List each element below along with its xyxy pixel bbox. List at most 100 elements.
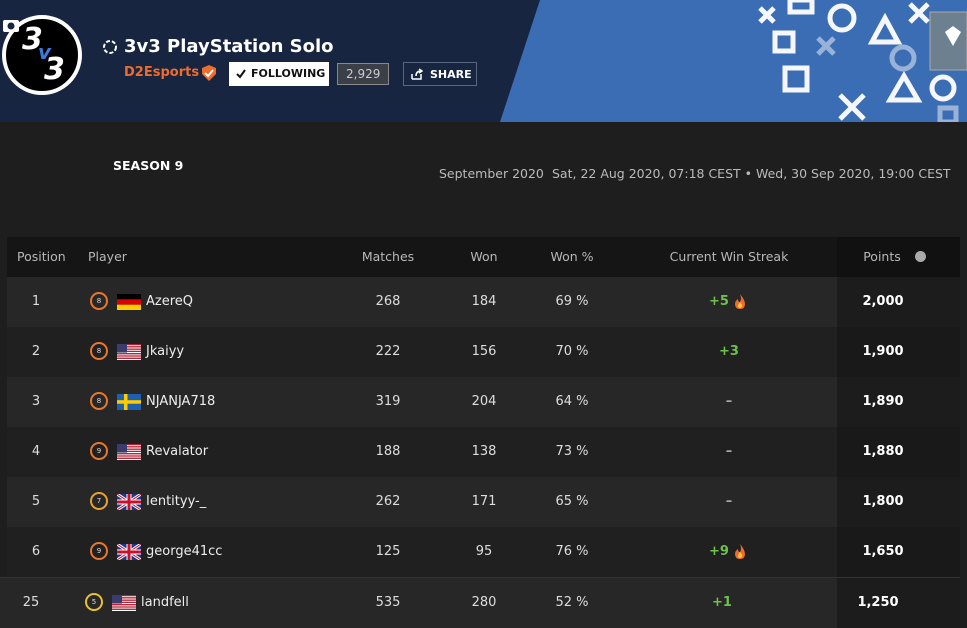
- matches: 319: [375, 394, 401, 409]
- table-row[interactable]: 3 8 NJANJA718 319 204 64 % – 1,890: [7, 377, 960, 427]
- status-icon: [103, 40, 117, 54]
- flag-graphic: [116, 542, 142, 562]
- header-art: [2, 0, 967, 122]
- points-cell-bg: [837, 427, 960, 477]
- points: 1,800: [862, 494, 904, 509]
- country-flag: [112, 595, 136, 611]
- table-row[interactable]: 5 7 Ientityy-_ 262 171 65 % – 1,800: [7, 477, 960, 527]
- check-icon: [236, 69, 246, 79]
- flag-graphic: [112, 595, 136, 611]
- flag-graphic: [117, 394, 141, 410]
- matches: 222: [375, 344, 401, 359]
- table-row[interactable]: 4 9 Revalator 188 138 73 % – 1,880: [7, 427, 960, 477]
- period: September 2020: [439, 166, 544, 181]
- won-percent: 73 %: [555, 444, 589, 459]
- flag-graphic: [117, 344, 141, 360]
- win-streak: +3: [719, 344, 739, 359]
- points-cell-bg: [837, 578, 960, 628]
- level-badge: 9: [90, 542, 108, 560]
- points: 1,250: [857, 595, 899, 610]
- points: 2,000: [862, 294, 904, 309]
- matches: 188: [375, 444, 401, 459]
- logo-glyph: 3: [44, 52, 65, 87]
- player-name[interactable]: Ientityy-_: [146, 494, 207, 509]
- leaderboard-table: Position Player Matches Won Won % Current Win…: [0, 237, 960, 628]
- matches: 125: [375, 544, 401, 559]
- player-name[interactable]: AzereQ: [146, 294, 194, 309]
- table-row[interactable]: 2 8 Jkaiyy 222 156 70 % +3 1,900: [7, 327, 960, 377]
- flag-graphic: [117, 444, 141, 460]
- share-button[interactable]: SHARE: [403, 62, 477, 86]
- points: 1,900: [862, 344, 904, 359]
- date-range: Sat, 22 Aug 2020, 07:18 CEST • Wed, 30 S…: [552, 166, 951, 181]
- won: 138: [471, 444, 497, 459]
- win-streak: –: [725, 494, 733, 509]
- verified-badge: [202, 65, 216, 81]
- country-flag: [117, 394, 141, 410]
- column-header: Points: [863, 249, 901, 264]
- header: 3 v 3 3v3 PlayStation Solo D2Esports FOL…: [0, 0, 967, 122]
- table-header: Position Player Matches Won Won % Current Win…: [7, 237, 960, 277]
- player-name[interactable]: Revalator: [146, 444, 209, 459]
- column-header: Position: [17, 249, 66, 264]
- win-streak: –: [725, 444, 733, 459]
- season-label: SEASON 9: [113, 158, 184, 173]
- win-streak: +5: [709, 294, 729, 309]
- country-flag: [116, 492, 142, 512]
- points-cell-bg: [837, 327, 960, 377]
- fire-icon: [734, 544, 746, 560]
- points-cell-bg: [837, 527, 960, 577]
- country-flag: [117, 344, 141, 360]
- organizer-link[interactable]: D2Esports: [124, 65, 200, 80]
- column-header: Matches: [361, 249, 415, 264]
- position: 6: [31, 544, 41, 559]
- level-badge: 8: [90, 342, 108, 360]
- matches: 262: [375, 494, 401, 509]
- win-streak: +9: [709, 544, 729, 559]
- share-icon: [411, 68, 423, 80]
- won: 280: [471, 595, 497, 610]
- table-row[interactable]: 25 5 landfell 535 280 52 % +1 1,250: [0, 577, 960, 628]
- column-header: Won %: [550, 249, 594, 264]
- flag-graphic: [117, 294, 141, 310]
- follow-button[interactable]: FOLLOWING: [229, 62, 329, 86]
- country-flag: [117, 444, 141, 460]
- column-header: Player: [88, 249, 127, 264]
- won: 204: [471, 394, 497, 409]
- level-badge: 5: [85, 593, 103, 611]
- flag-graphic: [116, 492, 142, 512]
- won: 95: [475, 544, 493, 559]
- won-percent: 70 %: [555, 344, 589, 359]
- player-name[interactable]: george41cc: [146, 544, 223, 559]
- points-cell-bg: [837, 377, 960, 427]
- matches: 268: [375, 294, 401, 309]
- info-icon: [915, 251, 926, 262]
- level-badge: 8: [90, 392, 108, 410]
- won: 156: [471, 344, 497, 359]
- position: 25: [22, 595, 40, 610]
- level-badge: 9: [90, 442, 108, 460]
- logo-glyph: v: [38, 40, 52, 64]
- won: 184: [471, 294, 497, 309]
- position: 2: [31, 344, 41, 359]
- follower-count: 2,929: [337, 63, 390, 85]
- win-streak: –: [725, 394, 733, 409]
- column-header: Current Win Streak: [669, 249, 789, 264]
- position: 5: [31, 494, 41, 509]
- player-name[interactable]: landfell: [141, 595, 189, 610]
- points-header-bg: [837, 237, 960, 277]
- player-name[interactable]: NJANJA718: [146, 394, 216, 409]
- won-percent: 76 %: [555, 544, 589, 559]
- position: 3: [31, 394, 41, 409]
- won-percent: 64 %: [555, 394, 589, 409]
- country-flag: [117, 294, 141, 310]
- tournament-title: 3v3 PlayStation Solo: [124, 36, 334, 57]
- points-cell-bg: [837, 477, 960, 527]
- points: 1,890: [862, 394, 904, 409]
- player-name[interactable]: Jkaiyy: [146, 344, 185, 359]
- flame: [735, 544, 745, 559]
- table-row[interactable]: 1 8 AzereQ 268 184 69 % +5 2,000: [7, 277, 960, 327]
- won: 171: [471, 494, 497, 509]
- table-row[interactable]: 6 9 george41cc 125 95 76 % +9 1,650: [7, 527, 960, 577]
